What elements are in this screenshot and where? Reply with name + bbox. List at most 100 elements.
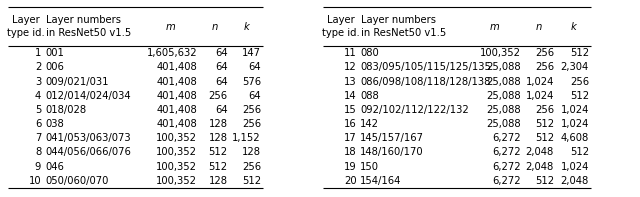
Text: 512: 512 xyxy=(570,48,589,58)
Text: k: k xyxy=(243,22,249,32)
Text: m: m xyxy=(166,22,175,32)
Text: 4: 4 xyxy=(35,91,41,101)
Text: 001: 001 xyxy=(45,48,64,58)
Text: 576: 576 xyxy=(242,76,261,86)
Text: 25,088: 25,088 xyxy=(486,119,521,129)
Text: 147: 147 xyxy=(242,48,261,58)
Text: 401,408: 401,408 xyxy=(156,91,197,101)
Text: 2: 2 xyxy=(35,62,41,72)
Text: 9: 9 xyxy=(35,162,41,172)
Text: 1,152: 1,152 xyxy=(232,133,261,143)
Text: 128: 128 xyxy=(209,133,228,143)
Text: 25,088: 25,088 xyxy=(486,91,521,101)
Text: Layer numbers
in ResNet50 v1.5: Layer numbers in ResNet50 v1.5 xyxy=(361,15,446,38)
Text: 19: 19 xyxy=(344,162,356,172)
Text: 044/056/066/076: 044/056/066/076 xyxy=(45,147,131,157)
Text: 018/028: 018/028 xyxy=(45,105,86,115)
Text: 041/053/063/073: 041/053/063/073 xyxy=(45,133,131,143)
Text: 25,088: 25,088 xyxy=(486,105,521,115)
Text: 1,024: 1,024 xyxy=(561,162,589,172)
Text: 100,352: 100,352 xyxy=(156,147,197,157)
Text: 038: 038 xyxy=(45,119,64,129)
Text: 3: 3 xyxy=(35,76,41,86)
Text: 256: 256 xyxy=(242,119,261,129)
Text: 13: 13 xyxy=(344,76,356,86)
Text: 092/102/112/122/132: 092/102/112/122/132 xyxy=(360,105,469,115)
Text: 128: 128 xyxy=(209,176,228,186)
Text: 2,048: 2,048 xyxy=(525,162,554,172)
Text: 512: 512 xyxy=(209,162,228,172)
Text: 512: 512 xyxy=(570,91,589,101)
Text: 15: 15 xyxy=(344,105,356,115)
Text: 148/160/170: 148/160/170 xyxy=(360,147,424,157)
Text: 1,605,632: 1,605,632 xyxy=(147,48,197,58)
Text: 100,352: 100,352 xyxy=(156,176,197,186)
Text: 256: 256 xyxy=(242,105,261,115)
Text: 401,408: 401,408 xyxy=(156,76,197,86)
Text: 2,304: 2,304 xyxy=(561,62,589,72)
Text: 17: 17 xyxy=(344,133,356,143)
Text: 100,352: 100,352 xyxy=(156,162,197,172)
Text: 401,408: 401,408 xyxy=(156,119,197,129)
Text: 086/098/108/118/128/138: 086/098/108/118/128/138 xyxy=(360,76,491,86)
Text: 18: 18 xyxy=(344,147,356,157)
Text: 5: 5 xyxy=(35,105,41,115)
Text: 512: 512 xyxy=(209,147,228,157)
Text: 009/021/031: 009/021/031 xyxy=(45,76,108,86)
Text: 128: 128 xyxy=(242,147,261,157)
Text: 16: 16 xyxy=(344,119,356,129)
Text: 2,048: 2,048 xyxy=(525,147,554,157)
Text: 080: 080 xyxy=(360,48,379,58)
Text: 8: 8 xyxy=(35,147,41,157)
Text: 006: 006 xyxy=(45,62,64,72)
Text: 64: 64 xyxy=(215,105,228,115)
Text: 6,272: 6,272 xyxy=(492,176,521,186)
Text: 2,048: 2,048 xyxy=(561,176,589,186)
Text: 64: 64 xyxy=(215,76,228,86)
Text: 083/095/105/115/125/135: 083/095/105/115/125/135 xyxy=(360,62,491,72)
Text: 145/157/167: 145/157/167 xyxy=(360,133,424,143)
Text: 10: 10 xyxy=(29,176,41,186)
Text: 100,352: 100,352 xyxy=(480,48,521,58)
Text: 25,088: 25,088 xyxy=(486,76,521,86)
Text: 256: 256 xyxy=(535,105,554,115)
Text: 4,608: 4,608 xyxy=(561,133,589,143)
Text: 64: 64 xyxy=(215,62,228,72)
Text: 1,024: 1,024 xyxy=(525,91,554,101)
Text: 64: 64 xyxy=(248,62,261,72)
Text: 256: 256 xyxy=(535,62,554,72)
Text: 1,024: 1,024 xyxy=(561,105,589,115)
Text: 512: 512 xyxy=(535,176,554,186)
Text: 256: 256 xyxy=(570,76,589,86)
Text: 142: 142 xyxy=(360,119,380,129)
Text: 150: 150 xyxy=(360,162,380,172)
Text: 1,024: 1,024 xyxy=(525,76,554,86)
Text: 14: 14 xyxy=(344,91,356,101)
Text: Layer numbers
in ResNet50 v1.5: Layer numbers in ResNet50 v1.5 xyxy=(45,15,131,38)
Text: 154/164: 154/164 xyxy=(360,176,402,186)
Text: 256: 256 xyxy=(242,162,261,172)
Text: Layer
type id.: Layer type id. xyxy=(6,15,44,38)
Text: Layer
type id.: Layer type id. xyxy=(322,15,360,38)
Text: 6,272: 6,272 xyxy=(492,133,521,143)
Text: 512: 512 xyxy=(570,147,589,157)
Text: n: n xyxy=(536,22,543,32)
Text: 6: 6 xyxy=(35,119,41,129)
Text: 512: 512 xyxy=(242,176,261,186)
Text: 256: 256 xyxy=(535,48,554,58)
Text: 256: 256 xyxy=(209,91,228,101)
Text: 6,272: 6,272 xyxy=(492,147,521,157)
Text: 25,088: 25,088 xyxy=(486,62,521,72)
Text: 128: 128 xyxy=(209,119,228,129)
Text: 401,408: 401,408 xyxy=(156,62,197,72)
Text: 012/014/024/034: 012/014/024/034 xyxy=(45,91,131,101)
Text: 512: 512 xyxy=(535,133,554,143)
Text: 20: 20 xyxy=(344,176,356,186)
Text: 64: 64 xyxy=(248,91,261,101)
Text: 1,024: 1,024 xyxy=(561,119,589,129)
Text: 512: 512 xyxy=(535,119,554,129)
Text: 088: 088 xyxy=(360,91,379,101)
Text: 046: 046 xyxy=(45,162,64,172)
Text: 64: 64 xyxy=(215,48,228,58)
Text: 6,272: 6,272 xyxy=(492,162,521,172)
